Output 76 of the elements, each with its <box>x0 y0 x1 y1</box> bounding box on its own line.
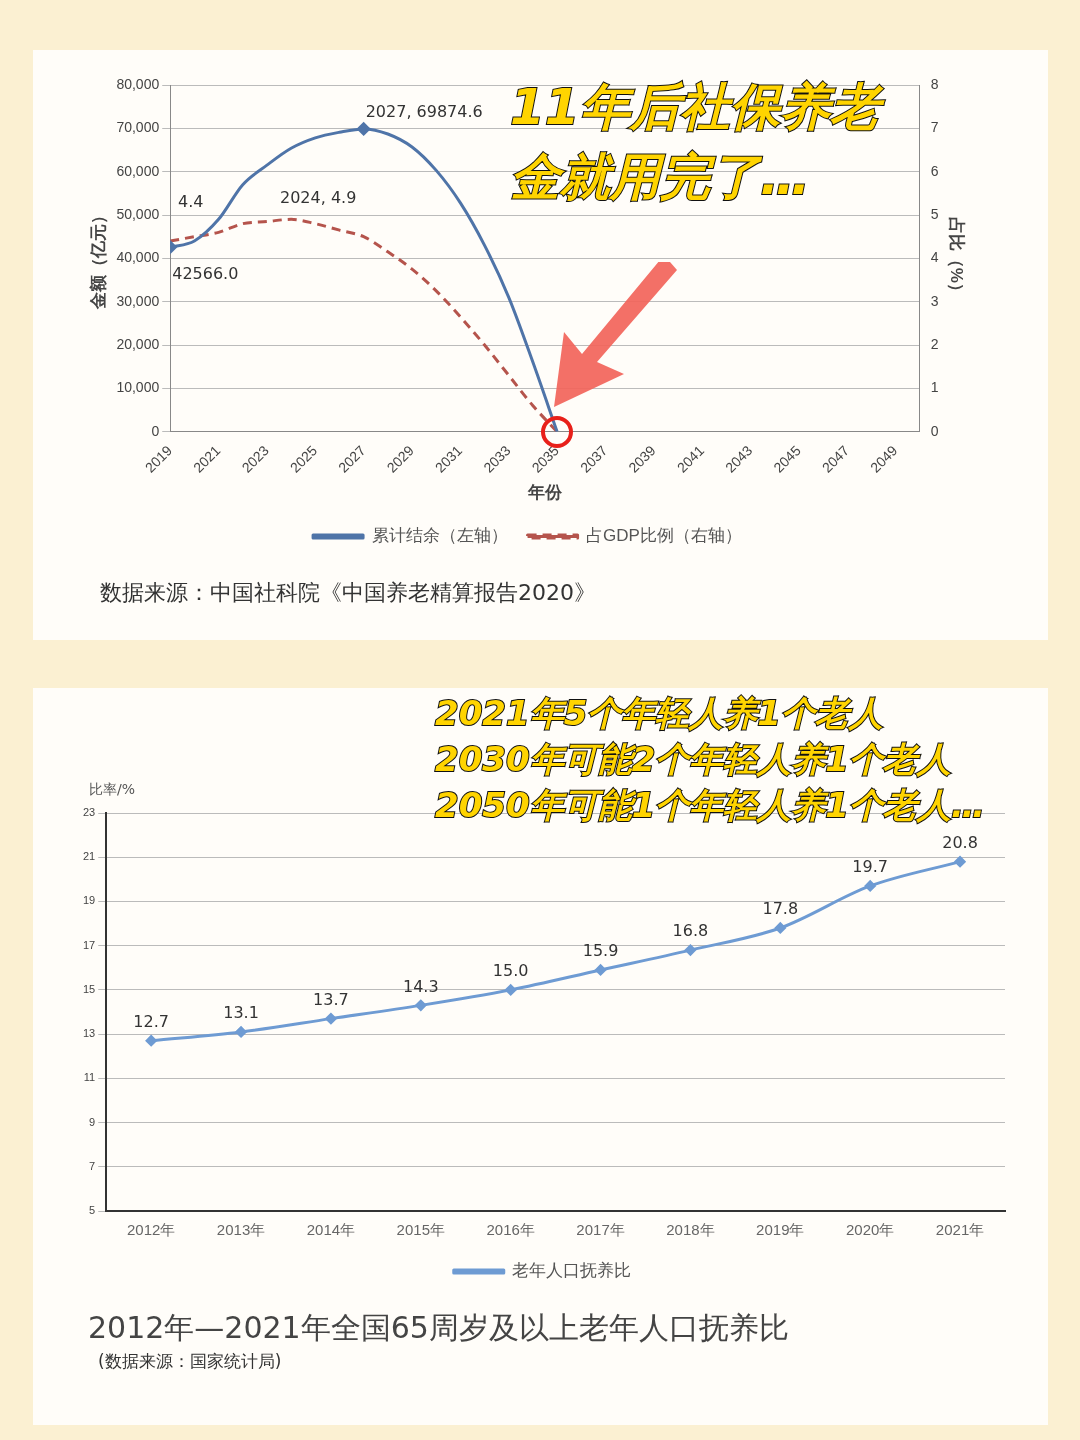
annotation: 2024, 4.9 <box>280 188 357 207</box>
y-tick-label: 60,000 <box>116 162 160 179</box>
legend-label: 累计结余（左轴） <box>371 526 508 546</box>
y-tick-label: 17 <box>82 938 96 951</box>
data-label: 15.9 <box>582 941 619 961</box>
annotation: 2050年可能1个年轻人养1个老人… <box>435 784 986 827</box>
annotation: 11年后社保养老金就用完了… <box>510 77 886 208</box>
text: (数据来源：国家统计局) <box>98 1350 282 1373</box>
data-label: 19.7 <box>852 857 888 877</box>
x-tick-label: 2020年 <box>846 1221 895 1239</box>
x-tick-label: 2019年 <box>756 1221 805 1239</box>
y-tick-label: 9 <box>89 1115 96 1128</box>
point <box>325 1013 337 1025</box>
point <box>595 964 607 976</box>
data-label: 20.8 <box>942 832 978 852</box>
y2-tick-label: 7 <box>930 119 939 136</box>
x-tick-label: 2013年 <box>216 1221 266 1239</box>
y2-tick-label: 1 <box>930 379 939 396</box>
data-label: 12.7 <box>133 1011 169 1031</box>
point <box>774 922 786 934</box>
x-tick-label: 2021年 <box>935 1221 985 1239</box>
point <box>684 944 696 956</box>
y-tick-label: 19 <box>82 894 96 907</box>
x-tick-label: 2016年 <box>486 1221 535 1239</box>
legend-label: 老年人口抚养比 <box>512 1261 632 1281</box>
point <box>954 856 966 868</box>
annotation: 42566.0 <box>172 264 239 284</box>
y2-tick-label: 3 <box>930 292 939 309</box>
y2-tick-label: 8 <box>930 75 939 92</box>
data-label: 13.1 <box>223 1003 259 1023</box>
annotation: 2027, 69874.6 <box>365 102 483 122</box>
data-label: 15.0 <box>492 961 529 981</box>
point <box>505 984 517 996</box>
y-tick-label: 7 <box>89 1159 96 1172</box>
point <box>415 999 427 1011</box>
y-tick-label: 10,000 <box>116 379 160 396</box>
x-tick-label: 2018年 <box>666 1221 715 1239</box>
y-tick-label: 13 <box>82 1027 96 1040</box>
y-tick-label: 15 <box>82 982 96 995</box>
y-tick-label: 5 <box>89 1204 96 1217</box>
y2-tick-label: 0 <box>930 422 939 439</box>
point <box>864 880 876 892</box>
y-axis-title: 金额（亿元） <box>88 207 108 311</box>
source-note: 数据来源：中国社科院《中国养老精算报告2020》 <box>100 579 596 607</box>
y2-tick-label: 6 <box>930 162 939 179</box>
y2-tick-label: 4 <box>930 249 939 266</box>
point <box>235 1026 247 1038</box>
y-tick-label: 80,000 <box>116 75 160 92</box>
x-tick-label: 2017年 <box>576 1221 625 1239</box>
x-tick-label: 2012年 <box>126 1221 176 1239</box>
text: 2021年5个年轻人养1个老人 <box>435 692 884 735</box>
y-tick-label: 11 <box>83 1071 96 1084</box>
y-tick-label: 70,000 <box>116 119 160 136</box>
y-axis-title: 比率/% <box>89 780 136 797</box>
text: 2030年可能2个年轻人养1个老人 <box>435 738 952 781</box>
data-label: 17.8 <box>762 899 799 919</box>
y-tick-label: 23 <box>82 806 96 819</box>
annotation: 4.4 <box>178 192 204 211</box>
y-tick-label: 30,000 <box>116 292 160 309</box>
y-tick-label: 0 <box>151 422 160 439</box>
point <box>145 1035 157 1047</box>
data-label: 14.3 <box>402 976 439 996</box>
y-tick-label: 20,000 <box>116 335 160 352</box>
x-tick-label: 2015年 <box>396 1221 445 1239</box>
x-axis-title: 年份 <box>527 483 564 503</box>
y2-axis-title: 占比（%） <box>947 216 967 300</box>
y-tick-label: 40,000 <box>116 249 160 266</box>
y2-tick-label: 5 <box>930 205 939 222</box>
y-tick-label: 21 <box>82 850 96 863</box>
legend-label: 占GDP比例（右轴） <box>586 526 742 546</box>
text: 2012年—2021年全国65周岁及以上老年人口抚养比 <box>88 1309 789 1347</box>
y2-tick-label: 2 <box>930 335 939 352</box>
data-label: 16.8 <box>672 921 709 941</box>
y-tick-label: 50,000 <box>116 205 160 222</box>
data-label: 13.7 <box>313 989 349 1009</box>
x-tick-label: 2014年 <box>306 1221 356 1239</box>
